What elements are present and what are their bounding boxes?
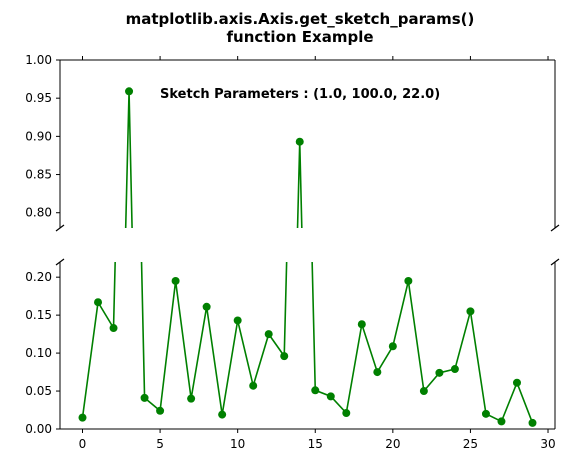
bottom-data-point	[109, 324, 118, 333]
bottom-data-point	[497, 417, 506, 426]
bottom-data-point	[156, 406, 165, 415]
x-tick-label: 20	[385, 437, 400, 451]
top-series-line	[124, 91, 303, 228]
bottom-series-line	[81, 262, 534, 424]
bottom-data-point	[140, 393, 149, 402]
top-data-point	[125, 87, 134, 96]
bottom-axes: 0.00 0.05 0.10 0.15 0.20 0 5 10 15 20 25 30	[25, 262, 556, 451]
bottom-markers	[78, 276, 537, 427]
bottom-y-tick-label: 0.20	[25, 270, 52, 284]
bottom-data-point	[233, 316, 242, 325]
bottom-data-point	[311, 386, 320, 395]
bottom-data-point	[78, 413, 87, 422]
chart-title-line-2: function Example	[226, 28, 373, 46]
bottom-data-point	[94, 298, 103, 307]
bottom-data-point	[357, 320, 366, 329]
axis-break-mark	[550, 258, 560, 266]
bottom-data-point	[419, 387, 428, 396]
bottom-data-point	[326, 392, 335, 401]
x-tick-label: 10	[230, 437, 245, 451]
top-y-tick-label: 0.95	[25, 91, 52, 105]
bottom-data-point	[342, 409, 351, 418]
top-data-point	[295, 137, 304, 146]
bottom-data-point	[264, 330, 273, 339]
chart-title-line-1: matplotlib.axis.Axis.get_sketch_params()	[126, 10, 475, 28]
bottom-y-tick-label: 0.00	[25, 422, 52, 436]
x-tick-label: 15	[308, 437, 323, 451]
axis-break-mark	[55, 224, 65, 232]
top-y-tick-label: 1.00	[25, 53, 52, 67]
top-y-tick-label: 0.80	[25, 206, 52, 220]
bottom-data-point	[373, 368, 382, 377]
bottom-data-point	[388, 342, 397, 351]
sketch-params-annotation: Sketch Parameters : (1.0, 100.0, 22.0)	[160, 87, 440, 102]
axis-break-mark	[550, 224, 560, 232]
top-y-tick-label: 0.85	[25, 168, 52, 182]
bottom-data-point	[280, 352, 289, 361]
x-tick-label: 25	[463, 437, 478, 451]
bottom-y-tick-label: 0.05	[25, 384, 52, 398]
top-axes: 0.80 0.85 0.90 0.95 1.00	[25, 53, 556, 228]
x-tick-label: 30	[540, 437, 555, 451]
x-tick-label: 5	[156, 437, 164, 451]
x-tick-label: 0	[79, 437, 87, 451]
bottom-data-point	[187, 394, 196, 403]
bottom-data-point	[171, 276, 180, 285]
top-y-tick-label: 0.90	[25, 129, 52, 143]
bottom-data-point	[202, 302, 211, 311]
bottom-data-point	[249, 381, 258, 390]
bottom-data-point	[218, 410, 227, 419]
bottom-data-point	[528, 418, 537, 427]
bottom-data-point	[466, 307, 475, 316]
bottom-data-point	[435, 368, 444, 377]
bottom-data-point	[512, 378, 521, 387]
bottom-data-point	[481, 409, 490, 418]
bottom-data-point	[404, 276, 413, 285]
bottom-data-point	[450, 365, 459, 374]
bottom-y-tick-label: 0.10	[25, 346, 52, 360]
top-markers	[125, 87, 304, 146]
axis-break-mark	[55, 258, 65, 266]
bottom-y-tick-label: 0.15	[25, 308, 52, 322]
